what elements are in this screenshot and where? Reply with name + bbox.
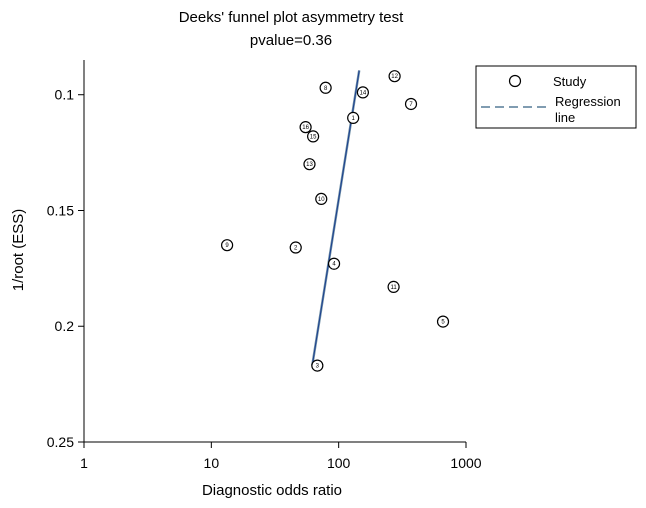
study-marker [388,70,401,83]
x-tick-label: 10 [204,455,220,471]
study-label: 11 [390,285,397,291]
study-label: 10 [318,197,325,203]
study-marker [387,280,400,293]
study-marker [315,192,328,206]
study-label: 8 [324,86,328,92]
study-label: 12 [391,74,398,80]
study-point: 14 [356,86,370,99]
study-marker [303,158,316,171]
x-tick-label: 1000 [450,455,481,471]
study-marker [347,111,360,124]
study-point: 1 [347,111,360,124]
study-marker [356,86,370,99]
chart-subtitle: pvalue=0.36 [250,32,332,49]
study-marker [307,130,320,143]
y-axis-label: 1/root (ESS) [10,209,27,292]
study-label: 4 [332,262,336,268]
study-label: 16 [302,125,309,131]
study-label: 9 [225,243,229,249]
x-tick-label: 100 [327,455,351,471]
x-tick-label: 1 [80,455,88,471]
legend: Study Regression line [475,65,637,129]
study-label: 1 [352,116,356,122]
study-label: 14 [360,90,367,96]
study-point: 2 [289,241,302,254]
study-label: 7 [409,102,413,108]
study-label: 2 [294,246,298,252]
study-marker [221,239,234,252]
y-tick-label: 0.15 [47,202,74,218]
ticks: 1 10 100 1000 0.1 0.15 0.2 0.25 [47,87,482,471]
study-point: 8 [319,81,332,94]
study-point: 7 [404,97,418,111]
y-tick-label: 0.2 [55,318,75,334]
study-marker [299,121,312,134]
study-point: 12 [388,70,401,83]
study-marker [319,81,332,94]
study-marker [436,315,450,328]
y-tick-label: 0.25 [47,434,74,450]
study-point: 13 [303,158,316,171]
study-label: 3 [316,364,320,370]
y-tick-label: 0.1 [55,87,75,103]
study-marker [327,257,341,270]
legend-box [475,65,637,129]
study-marker [404,97,418,111]
legend-study-label: Study [553,74,587,89]
study-point: 15 [307,130,320,143]
study-point: 4 [327,257,341,270]
study-label: 13 [306,162,313,168]
study-label: 15 [310,134,317,140]
legend-regression-label-1: Regression [555,94,621,109]
study-marker [311,359,324,372]
x-axis-label: Diagnostic odds ratio [202,482,342,499]
study-point: 11 [387,280,400,293]
study-marker [289,241,302,254]
legend-regression-label-2: line [555,110,575,125]
study-label: 5 [441,320,445,326]
study-point: 9 [221,239,234,252]
study-point: 16 [299,121,312,134]
study-point: 3 [311,359,324,372]
chart-title: Deeks' funnel plot asymmetry test [179,9,404,26]
study-point: 10 [315,192,328,206]
axes [83,60,466,443]
study-point: 5 [436,315,450,328]
legend-study-marker [508,74,522,88]
